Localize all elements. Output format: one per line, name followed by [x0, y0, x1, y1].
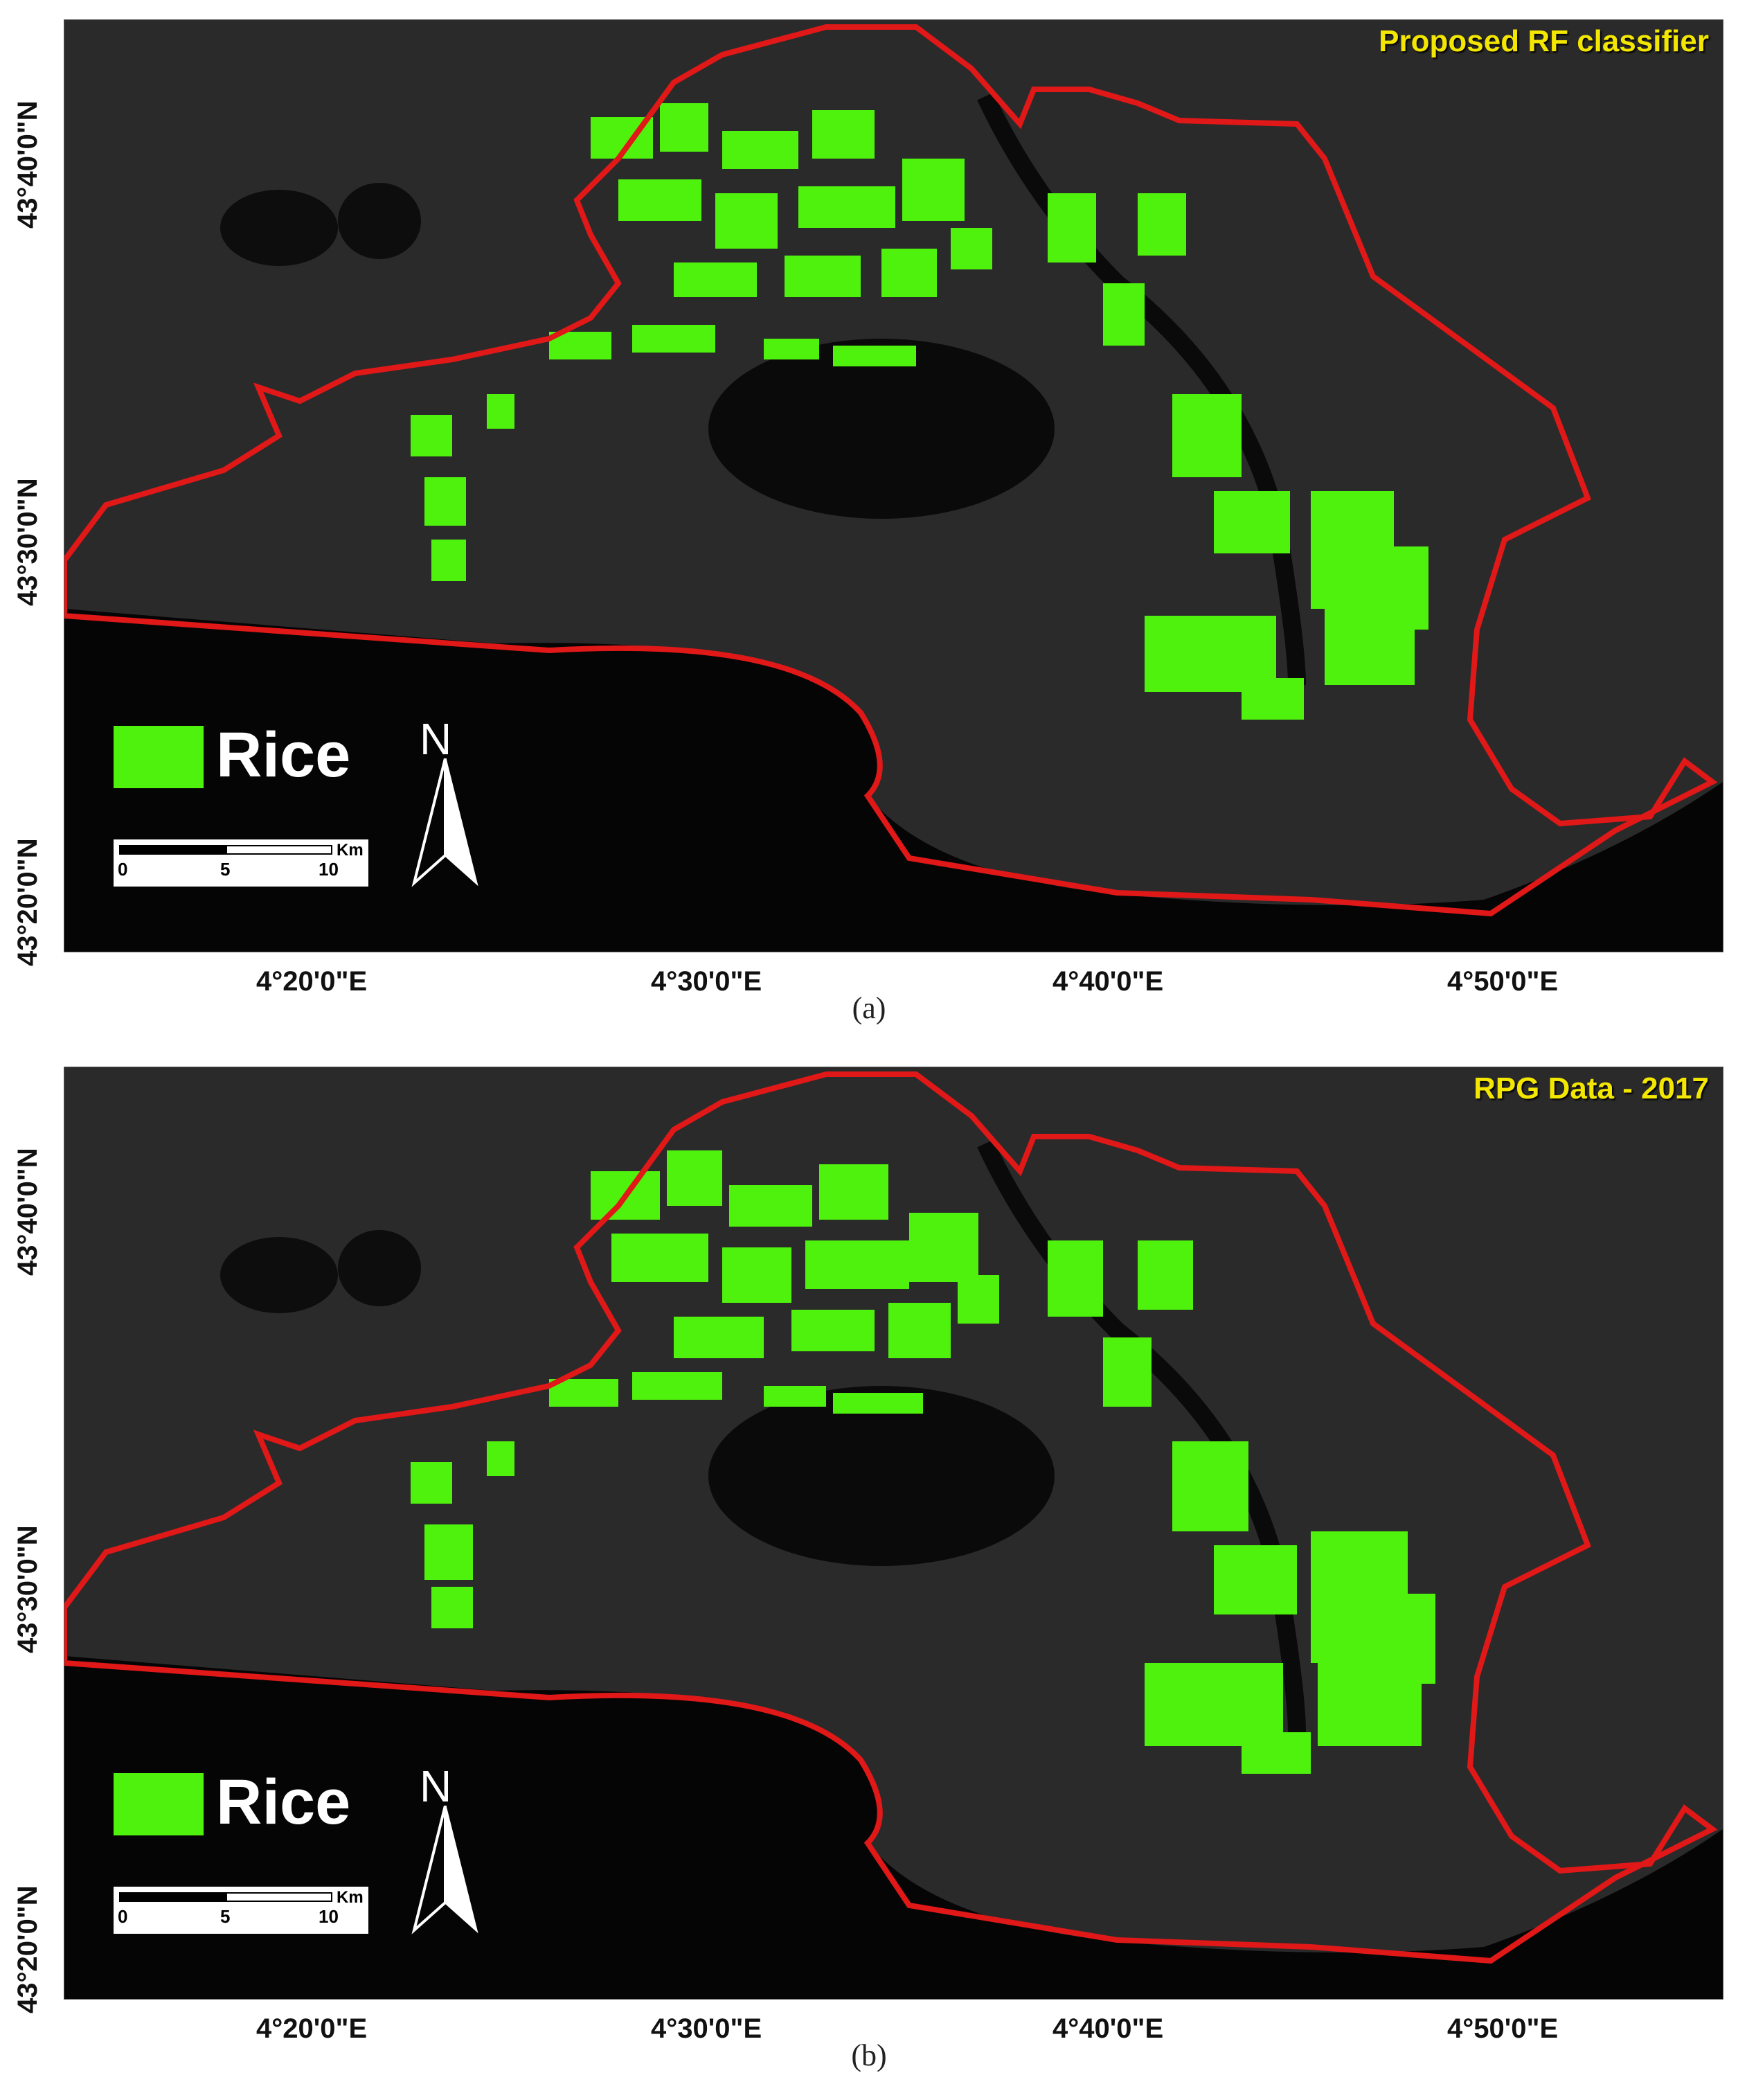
scale-bar-track: [119, 845, 332, 855]
longitude-label: 4°30'0"E: [651, 2013, 762, 2044]
scale-bar-tick: 0: [118, 1906, 128, 1927]
longitude-label: 4°50'0"E: [1447, 2013, 1559, 2044]
map-panel-b: RPG Data - 2017 Rice Km 0 5 10 N 43°40'0…: [0, 1047, 1738, 2079]
lagoon: [708, 339, 1055, 519]
scale-bar: Km 0 5 10: [114, 839, 368, 887]
scale-bar-unit: Km: [337, 841, 364, 860]
longitude-label: 4°30'0"E: [651, 966, 762, 997]
latitude-label: 43°30'0"N: [12, 1525, 43, 1653]
latitude-label: 43°40'0"N: [12, 100, 43, 229]
map-frame: Proposed RF classifier: [64, 19, 1723, 952]
sea-area: [64, 609, 1723, 952]
north-letter: N: [420, 714, 452, 764]
lake: [338, 183, 421, 259]
sea-area: [64, 1656, 1723, 1999]
legend-label-rice: Rice: [216, 1767, 351, 1838]
lake: [220, 190, 338, 266]
north-letter: N: [420, 1761, 452, 1811]
lagoon: [708, 1386, 1055, 1566]
latitude-label: 43°40'0"N: [12, 1148, 43, 1276]
legend-label-rice: Rice: [216, 720, 351, 790]
scale-bar: Km 0 5 10: [114, 1887, 368, 1934]
latitude-label: 43°30'0"N: [12, 478, 43, 606]
map-frame: RPG Data - 2017: [64, 1067, 1723, 2000]
scale-bar-track: [119, 1892, 332, 1902]
river: [977, 1139, 1306, 1733]
scale-bar-unit: Km: [337, 1888, 364, 1907]
longitude-label: 4°20'0"E: [256, 966, 368, 997]
scale-bar-tick: 10: [319, 859, 339, 880]
map-title: Proposed RF classifier: [1379, 24, 1709, 58]
map-canvas: [64, 24, 1723, 952]
panel-caption: (b): [851, 2038, 887, 2072]
longitude-label: 4°20'0"E: [256, 2013, 368, 2044]
map-title: RPG Data - 2017: [1473, 1071, 1709, 1105]
legend-swatch-rice: [114, 1773, 204, 1835]
north-arrow-icon: [411, 758, 478, 887]
north-arrow: N: [407, 1764, 490, 1944]
rice-fields: [411, 1150, 1435, 1774]
panel-caption: (a): [852, 991, 886, 1025]
scale-bar-tick: 5: [220, 1906, 231, 1927]
study-area-boundary: [64, 1071, 1718, 1964]
legend-swatch-rice: [114, 726, 204, 788]
map-panel-a: Proposed RF classifier Rice Km 0 5 10 N …: [0, 0, 1738, 1032]
scale-bar-tick: 5: [220, 859, 231, 880]
study-area-boundary: [64, 24, 1718, 917]
longitude-label: 4°50'0"E: [1447, 966, 1559, 997]
scale-bar-tick: 10: [319, 1906, 339, 1927]
north-arrow-icon: [411, 1806, 478, 1934]
river: [977, 92, 1306, 686]
map-canvas: [64, 1071, 1723, 1999]
lake: [338, 1230, 421, 1306]
scale-bar-tick: 0: [118, 859, 128, 880]
longitude-label: 4°40'0"E: [1052, 966, 1164, 997]
north-arrow: N: [407, 717, 490, 897]
lake: [220, 1237, 338, 1313]
longitude-label: 4°40'0"E: [1052, 2013, 1164, 2044]
